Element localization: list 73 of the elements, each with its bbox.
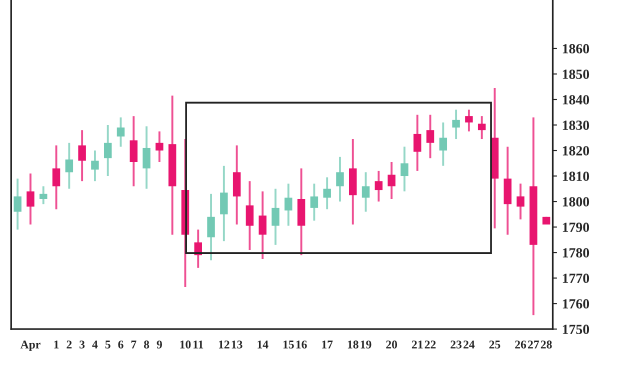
candlestick	[362, 171, 370, 213]
y-tick-label: 1750	[562, 324, 590, 334]
x-tick-label: 14	[258, 340, 268, 348]
x-tick-label: 24	[464, 340, 475, 348]
y-tick-label: 1810	[562, 172, 590, 181]
x-tick-label: 11	[194, 340, 204, 348]
y-tick-label: 1860	[562, 44, 590, 54]
x-tick-label: Apr	[20, 340, 40, 351]
x-tick-label: 22	[424, 340, 436, 348]
x-tick-label: 27	[528, 340, 540, 348]
candlestick	[52, 144, 60, 210]
candlestick	[14, 178, 22, 231]
candlestick	[40, 185, 48, 206]
x-tick-label: 23	[450, 340, 462, 349]
y-tick-label: 1800	[562, 197, 590, 206]
candlestick	[388, 161, 396, 200]
y-tick-label: 1770	[562, 274, 590, 284]
x-tick-label: 2	[66, 340, 72, 348]
x-tick-label: 21	[412, 340, 423, 348]
candlestick	[516, 182, 524, 220]
y-tick-label: 1830	[562, 120, 590, 130]
x-tick-label: 26	[515, 340, 526, 349]
candlestick	[336, 156, 344, 203]
x-tick-label: 5	[105, 340, 110, 349]
candlestick	[400, 146, 408, 192]
y-tick-label: 1820	[562, 146, 590, 156]
x-tick-label: 4	[92, 340, 98, 348]
candlestick	[78, 129, 86, 182]
candlestick	[426, 114, 434, 160]
candlestick	[439, 121, 448, 167]
x-tick-label: 6	[118, 340, 124, 349]
y-tick-label: 1850	[562, 70, 590, 79]
candlestick	[104, 124, 112, 177]
candlestick	[413, 114, 422, 172]
candlestick	[478, 115, 486, 140]
candlestick	[284, 182, 292, 227]
y-tick-label: 1760	[562, 299, 590, 309]
candlestick	[207, 192, 215, 262]
x-tick-label: 17	[322, 340, 333, 348]
candlestick	[374, 170, 383, 203]
candlestick	[65, 142, 74, 190]
x-tick-label: 18	[348, 340, 358, 349]
x-tick-label: 16	[296, 340, 307, 349]
candlestick	[220, 164, 228, 242]
candlestick	[272, 188, 280, 246]
x-tick-label: 28	[540, 340, 552, 349]
x-tick-label: 12	[218, 340, 230, 348]
x-tick-label: 19	[360, 340, 372, 349]
x-tick-label: 3	[80, 340, 85, 349]
x-tick-label: 7	[131, 340, 136, 348]
y-tick-label: 1840	[562, 95, 590, 104]
y-tick-label: 1790	[562, 222, 590, 232]
y-tick-label: 1780	[562, 248, 590, 258]
candlestick	[156, 130, 164, 163]
candlestick	[26, 172, 34, 226]
x-tick-label: 8	[144, 340, 150, 349]
x-tick-label: 13	[232, 340, 242, 349]
x-tick-label: 25	[489, 340, 500, 349]
candlestick	[258, 190, 266, 260]
candlestick	[310, 182, 318, 222]
x-tick-label: 1	[54, 340, 59, 348]
x-tick-label: 9	[156, 340, 162, 349]
candlestick	[246, 180, 254, 251]
candlestick	[452, 108, 460, 140]
x-tick-label: 15	[283, 340, 294, 349]
candlestick	[116, 116, 125, 148]
x-tick-label: 20	[386, 340, 398, 349]
x-tick-label: 10	[180, 340, 191, 349]
candlestick	[142, 125, 150, 190]
candlestick	[323, 176, 331, 210]
candlestick	[130, 115, 138, 188]
candlestick	[91, 150, 99, 182]
candlestick	[465, 108, 473, 132]
